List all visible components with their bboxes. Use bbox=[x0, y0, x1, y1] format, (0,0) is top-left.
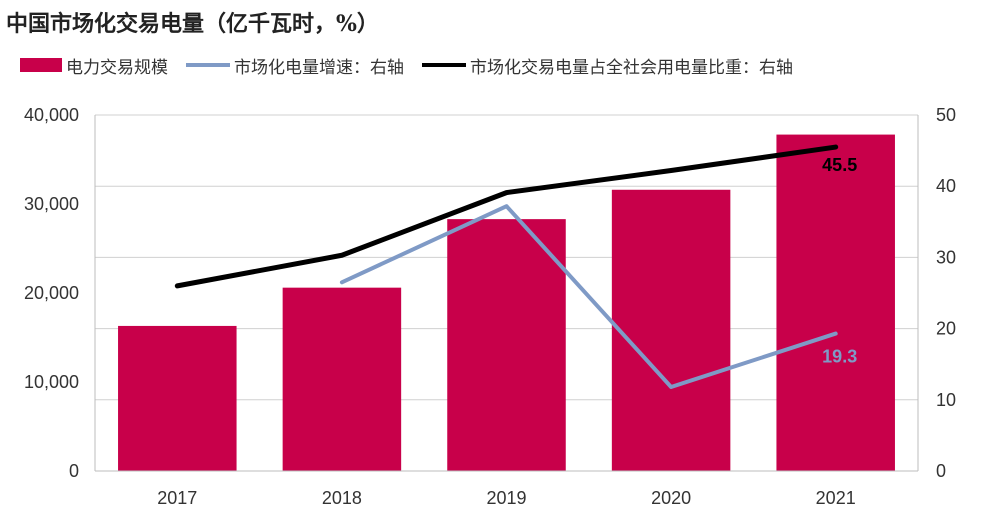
bar bbox=[776, 134, 895, 471]
legend-item-share: 市场化交易电量占全社会用电量比重：右轴 bbox=[422, 53, 793, 78]
legend-swatch-growth bbox=[186, 63, 230, 67]
x-tick-label: 2021 bbox=[816, 488, 856, 508]
right-tick-label: 20 bbox=[936, 319, 956, 339]
legend-item-growth: 市场化电量增速：右轴 bbox=[186, 53, 404, 78]
chart-title: 中国市场化交易电量（亿千瓦时，%） bbox=[6, 11, 379, 37]
bar bbox=[611, 189, 731, 471]
right-tick-label: 40 bbox=[936, 176, 956, 196]
left-tick-label: 10,000 bbox=[24, 372, 79, 392]
x-tick-label: 2020 bbox=[651, 488, 691, 508]
legend-label-growth: 市场化电量增速：右轴 bbox=[234, 57, 404, 78]
line-series bbox=[174, 144, 839, 389]
share-end-label: 45.5 bbox=[822, 155, 857, 175]
bar bbox=[118, 325, 237, 471]
left-tick-label: 20,000 bbox=[24, 283, 79, 303]
left-tick-label: 30,000 bbox=[24, 194, 79, 214]
growth-end-label: 19.3 bbox=[822, 347, 857, 367]
x-tick-label: 2018 bbox=[322, 488, 362, 508]
right-tick-label: 30 bbox=[936, 247, 956, 267]
x-tick-label: 2019 bbox=[486, 488, 526, 508]
legend-label-bar: 电力交易规模 bbox=[66, 57, 168, 78]
right-tick-label: 10 bbox=[936, 390, 956, 410]
right-tick-label: 50 bbox=[936, 105, 956, 125]
growth-line bbox=[339, 204, 838, 389]
left-tick-label: 40,000 bbox=[24, 105, 79, 125]
left-tick-label: 0 bbox=[69, 461, 79, 481]
share-line bbox=[174, 144, 839, 289]
data-labels: 19.3 45.5 bbox=[822, 155, 857, 367]
legend-swatch-bar bbox=[20, 58, 62, 72]
axes: 0 10,000 20,000 30,000 40,000 0 10 20 30 40 50 2017… bbox=[24, 105, 956, 508]
legend-label-share: 市场化交易电量占全社会用电量比重：右轴 bbox=[470, 57, 793, 78]
bar bbox=[447, 219, 566, 471]
bar-series bbox=[118, 134, 895, 471]
chart-legend: 电力交易规模 市场化电量增速：右轴 市场化交易电量占全社会用电量比重：右轴 bbox=[20, 52, 811, 78]
legend-swatch-share bbox=[422, 63, 466, 67]
x-tick-label: 2017 bbox=[157, 488, 197, 508]
bar bbox=[282, 287, 402, 471]
legend-item-bar: 电力交易规模 bbox=[20, 53, 168, 78]
right-tick-label: 0 bbox=[936, 461, 946, 481]
